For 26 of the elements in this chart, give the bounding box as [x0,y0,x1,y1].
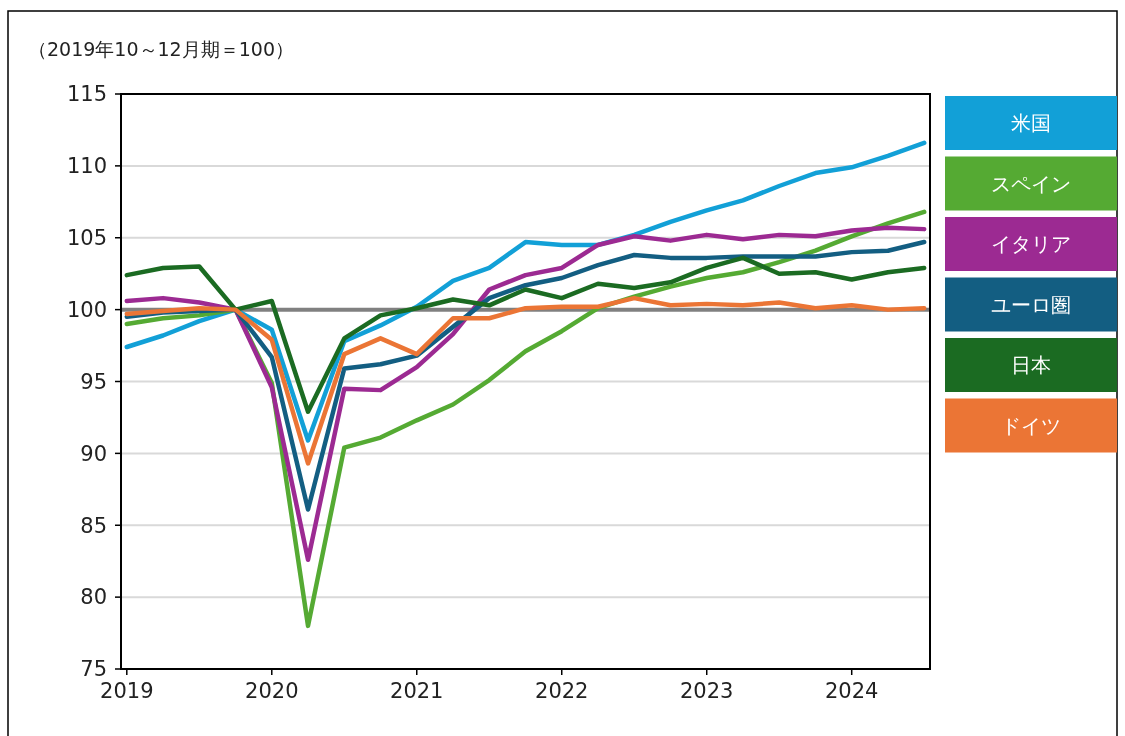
line-series [124,255,927,414]
x-tick-label: 2021 [390,679,444,703]
text: 日本 [1011,353,1051,377]
line-series [124,140,927,443]
text: ドイツ [1001,413,1061,438]
y-tick-label: 75 [80,657,107,682]
x-tick-label: 2022 [535,679,589,703]
y-tick-label: 85 [80,513,107,538]
y-tick-label: 90 [80,441,107,466]
x-tick-label: 2020 [245,679,299,703]
text: イタリア [991,232,1071,256]
y-axis-title: （2019年10～12月期＝100） [28,38,294,60]
text: 米国 [1011,111,1051,135]
text: ユーロ圏 [991,292,1071,317]
y-tick-label: 110 [66,154,107,179]
y-tick-label: 80 [80,585,107,610]
x-tick-label: 2024 [824,679,879,703]
y-tick-label: 95 [80,369,107,394]
y-tick-label: 100 [66,297,107,322]
x-tick-label: 2019 [100,679,154,703]
x-tick-label: 2023 [680,679,734,703]
y-tick-label: 115 [66,82,107,107]
line-series [124,295,927,466]
line-series [124,225,927,562]
y-tick-label: 105 [66,226,107,251]
text: スペイン [991,171,1071,196]
